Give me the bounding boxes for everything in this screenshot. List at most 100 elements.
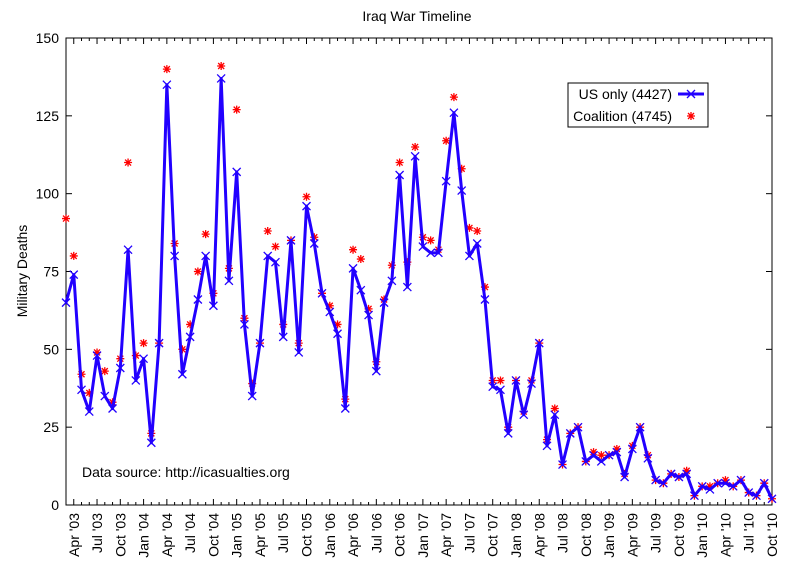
x-tick-label: Oct '03	[112, 513, 128, 557]
coalition-point	[139, 339, 148, 348]
coalition-point	[193, 267, 202, 276]
coalition-point	[93, 348, 102, 357]
us-point	[496, 385, 505, 395]
y-tick-label: 125	[36, 108, 60, 124]
y-tick-label: 25	[43, 419, 59, 435]
coalition-point	[457, 164, 466, 173]
x-tick-label: Jan '07	[415, 513, 431, 558]
coalition-point	[612, 444, 621, 453]
us-point	[565, 428, 575, 438]
coalition-point	[356, 255, 365, 264]
x-tick-label: Jan '06	[322, 513, 338, 558]
us-point	[542, 441, 552, 451]
legend-marker-us	[686, 89, 696, 99]
us-point	[744, 488, 754, 498]
legend-box	[567, 82, 709, 128]
y-tick-label: 150	[36, 30, 60, 46]
coalition-point	[442, 136, 451, 145]
coalition-point	[69, 251, 78, 260]
us-point	[441, 176, 451, 186]
coalition-point	[496, 376, 505, 385]
coalition-point	[178, 345, 187, 354]
coalition-point	[449, 93, 458, 102]
us-point	[239, 319, 249, 329]
coalition-point	[465, 223, 474, 232]
us-point	[472, 239, 482, 248]
x-tick-label: Jul '07	[461, 513, 477, 553]
x-tick-label: Jul '08	[555, 513, 571, 553]
us-point	[356, 285, 366, 295]
series-us	[61, 74, 777, 504]
coalition-point	[682, 466, 691, 475]
us-point	[697, 481, 707, 491]
us-point	[247, 391, 257, 401]
us-point	[589, 450, 599, 460]
y-axis-label: Military Deaths	[14, 225, 30, 318]
y-axis: 0 25 50 75 100 125 150	[36, 30, 772, 513]
x-tick-label: Jan '05	[229, 513, 245, 558]
x-axis: Apr '03 Jul '03 Oct '03 Jan '04 Apr '04 Jul '…	[65, 38, 780, 558]
us-point	[658, 478, 668, 488]
us-point	[371, 366, 381, 376]
us-point	[480, 295, 490, 304]
us-point	[643, 453, 653, 463]
us-point	[627, 444, 637, 454]
us-point	[333, 329, 342, 339]
us-point	[433, 248, 443, 258]
coalition-point	[349, 245, 358, 254]
chart-title: Iraq War Timeline	[362, 8, 471, 24]
coalition-point	[473, 227, 482, 236]
us-point	[464, 251, 474, 261]
us-point	[519, 410, 529, 420]
us-point	[317, 288, 327, 298]
us-point	[193, 295, 203, 304]
us-point	[426, 248, 436, 258]
us-point	[674, 472, 684, 482]
coalition-point	[217, 62, 226, 71]
x-tick-label: Jan '04	[136, 513, 152, 558]
us-point	[596, 456, 606, 466]
us-point	[139, 354, 149, 364]
legend-marker-coalition	[687, 112, 695, 120]
us-point	[278, 332, 288, 342]
coalition-point	[232, 105, 241, 114]
us-point	[100, 391, 110, 401]
us-point	[689, 491, 699, 501]
us-point	[379, 298, 389, 308]
x-tick-label: Jul '05	[275, 513, 291, 553]
us-point	[325, 307, 335, 317]
x-tick-label: Jan '10	[694, 513, 710, 558]
x-tick-label: Apr '08	[531, 513, 547, 557]
us-point	[162, 80, 172, 90]
us-point	[170, 251, 180, 261]
us-point	[61, 298, 71, 308]
x-tick-label: Jul '10	[741, 513, 757, 553]
us-point	[115, 363, 125, 373]
us-point	[503, 428, 513, 438]
coalition-point	[162, 65, 171, 74]
us-point	[294, 347, 304, 357]
us-point	[736, 475, 746, 485]
x-tick-label: Apr '05	[252, 513, 268, 557]
us-point	[177, 369, 187, 379]
us-point	[550, 410, 560, 420]
coalition-point	[395, 158, 404, 167]
us-point	[224, 276, 234, 286]
us-point	[69, 270, 79, 280]
coalition-point	[705, 482, 714, 491]
us-point	[488, 382, 498, 392]
us-point	[410, 151, 420, 161]
us-point	[154, 338, 164, 348]
coalition-point	[597, 451, 606, 460]
us-point	[612, 447, 622, 457]
x-tick-label: Apr '10	[717, 513, 733, 557]
x-tick-label: Oct '08	[578, 513, 594, 557]
y-tick-label: 100	[36, 186, 60, 202]
us-point	[395, 170, 405, 180]
us-point	[185, 332, 195, 342]
us-point	[511, 376, 521, 385]
x-tick-label: Apr '04	[159, 513, 175, 557]
coalition-point	[333, 320, 342, 329]
